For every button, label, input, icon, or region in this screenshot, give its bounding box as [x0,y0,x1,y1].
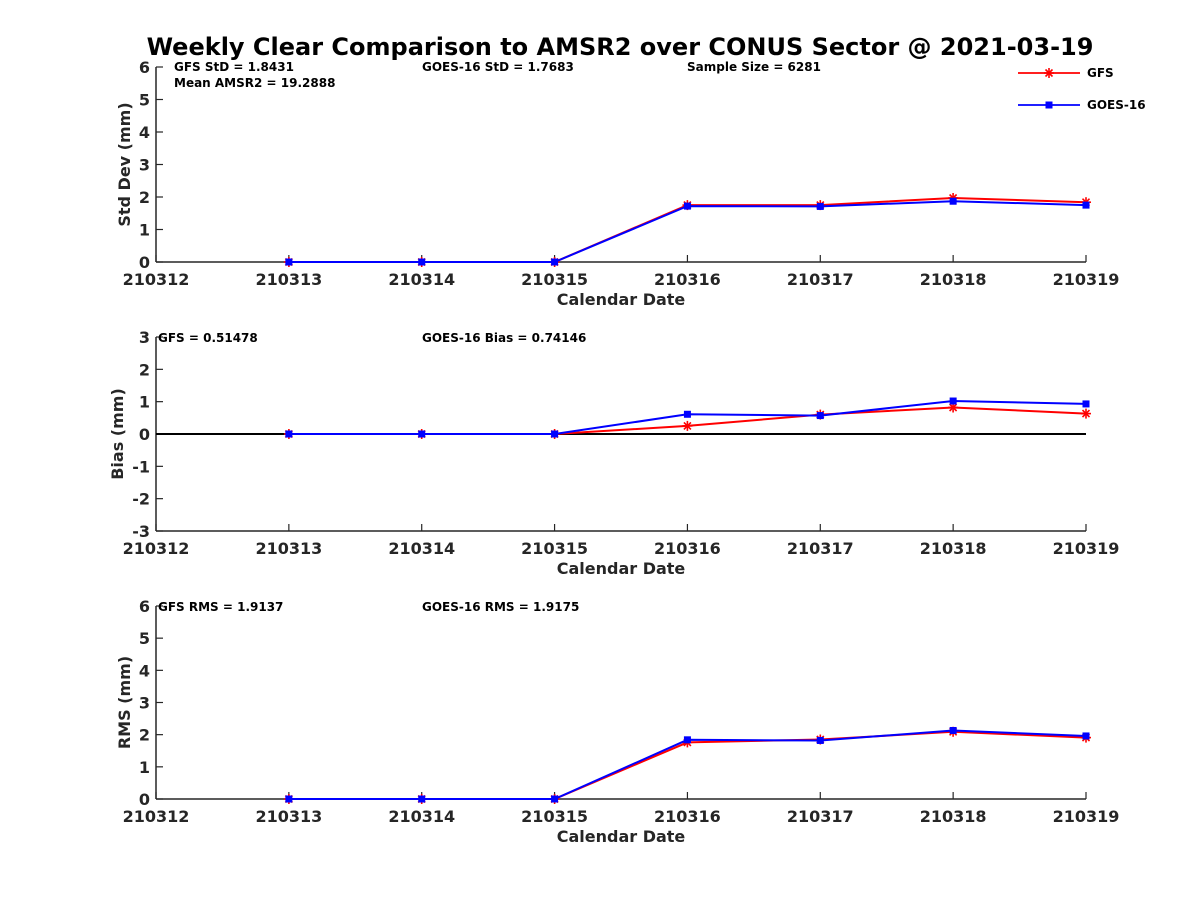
bias-y-tick-label: -3 [132,522,150,541]
rms-x-tick-label: 210317 [787,807,854,826]
goes16-std-annotation: GOES-16 StD = 1.7683 [422,60,574,74]
rms-y-tick-label: 2 [139,726,150,745]
stddev-x-tick-label: 210317 [787,270,854,289]
rms-panel: 0 1 2 3 4 5 6 210312 210313 210314 210315 210316 210… [115,597,1119,846]
stddev-goes16-point [816,202,824,210]
bias-x-tick-label: 210314 [388,539,455,558]
bias-y-tick-label: 0 [139,425,150,444]
rms-goes16-point [683,736,691,744]
mean-amsr2-annotation: Mean AMSR2 = 19.2888 [174,76,335,90]
sample-size-annotation: Sample Size = 6281 [687,60,821,74]
rms-goes16-point [285,795,293,803]
rms-x-tick-label: 210314 [388,807,455,826]
rms-goes16-point [1082,732,1090,740]
bias-goes16-point [285,430,293,438]
legend: GFS GOES-16 [1018,66,1146,112]
stddev-goes16-point [1082,201,1090,209]
stddev-x-tick-label: 210318 [920,270,987,289]
stddev-panel: 0 1 2 3 4 5 6 210312 210313 210314 210315 210316 210… [115,58,1119,309]
rms-x-tick-label: 210319 [1053,807,1120,826]
stddev-x-tick-label: 210319 [1053,270,1120,289]
rms-y-tick-label: 0 [139,790,150,809]
rms-x-axis-title: Calendar Date [557,827,686,846]
rms-x-tick-label: 210312 [123,807,190,826]
rms-goes16-point [949,726,957,734]
bias-goes16-point [1082,400,1090,408]
bias-x-tick-label: 210313 [255,539,322,558]
stddev-y-tick-label: 6 [139,58,150,77]
gfs-std-annotation: GFS StD = 1.8431 [174,60,294,74]
legend-marker-gfs [1044,68,1054,78]
bias-goes16-point [551,430,559,438]
legend-label-goes16: GOES-16 [1087,98,1146,112]
rms-y-axis-title: RMS (mm) [115,656,134,749]
bias-y-tick-label: 3 [139,328,150,347]
rms-y-tick-label: 3 [139,694,150,713]
chart-title: Weekly Clear Comparison to AMSR2 over CO… [147,33,1094,61]
rms-goes16-point [551,795,559,803]
bias-x-tick-label: 210312 [123,539,190,558]
stddev-x-tick-label: 210312 [123,270,190,289]
goes16-rms-annotation: GOES-16 RMS = 1.9175 [422,600,579,614]
rms-x-tick-label: 210313 [255,807,322,826]
stddev-y-tick-label: 5 [139,91,150,110]
bias-goes16-point [418,430,426,438]
rms-y-tick-label: 5 [139,629,150,648]
rms-x-tick-label: 210316 [654,807,721,826]
stddev-y-tick-label: 2 [139,188,150,207]
stddev-x-tick-label: 210313 [255,270,322,289]
bias-gfs-point [1081,408,1091,419]
bias-y-tick-label: -1 [132,457,150,476]
bias-x-tick-label: 210317 [787,539,854,558]
stddev-goes16-point [285,258,293,266]
stddev-goes16-point [418,258,426,266]
rms-goes16-point [418,795,426,803]
bias-y-axis-title: Bias (mm) [108,388,127,480]
bias-y-tick-label: 1 [139,393,150,412]
gfs-rms-annotation: GFS RMS = 1.9137 [158,600,283,614]
stddev-x-tick-label: 210316 [654,270,721,289]
stddev-x-axis-title: Calendar Date [557,290,686,309]
bias-panel: -3 -2 -1 0 1 2 3 210312 210313 210314 210315 210316… [108,328,1119,578]
stddev-x-tick-label: 210315 [521,270,588,289]
bias-x-tick-label: 210316 [654,539,721,558]
bias-y-tick-label: 2 [139,360,150,379]
stddev-y-tick-label: 0 [139,253,150,272]
stddev-goes16-point [683,202,691,210]
stddev-x-tick-label: 210314 [388,270,455,289]
bias-x-axis-title: Calendar Date [557,559,686,578]
bias-y-tick-label: -2 [132,490,150,509]
legend-marker-goes16 [1045,101,1053,109]
bias-gfs-point [682,420,693,431]
gfs-bias-annotation: GFS = 0.51478 [158,331,258,345]
stddev-y-tick-label: 4 [139,123,150,142]
rms-y-tick-label: 1 [139,758,150,777]
bias-goes16-point [816,412,824,420]
rms-y-tick-label: 4 [139,661,150,680]
bias-goes16-point [949,397,957,405]
stddev-goes16-point [551,258,559,266]
goes16-bias-annotation: GOES-16 Bias = 0.74146 [422,331,586,345]
bias-x-tick-label: 210318 [920,539,987,558]
rms-x-tick-label: 210315 [521,807,588,826]
stddev-goes16-point [949,197,957,205]
bias-x-tick-label: 210319 [1053,539,1120,558]
stddev-y-tick-label: 3 [139,156,150,175]
legend-label-gfs: GFS [1087,66,1114,80]
stddev-goes16-series-line [288,200,1087,263]
rms-y-tick-label: 6 [139,597,150,616]
rms-goes16-point [816,736,824,744]
rms-x-tick-label: 210318 [920,807,987,826]
bias-gfs-point [948,402,959,413]
bias-x-tick-label: 210315 [521,539,588,558]
stddev-y-tick-label: 1 [139,221,150,240]
bias-goes16-point [683,410,691,418]
stddev-y-axis-title: Std Dev (mm) [115,102,134,226]
